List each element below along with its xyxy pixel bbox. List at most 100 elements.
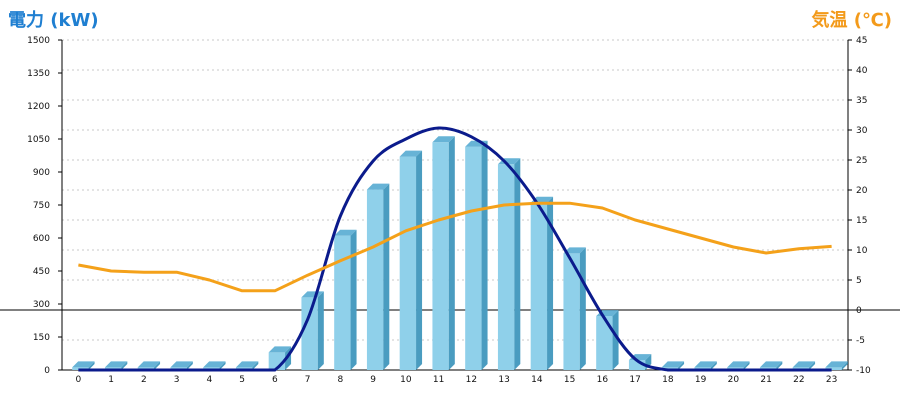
x-tick-label: 14 [531, 375, 543, 385]
right-tick-label: -5 [856, 336, 865, 346]
x-tick-label: 18 [662, 375, 674, 385]
x-tick-label: 3 [174, 375, 180, 385]
bar [825, 367, 842, 370]
bar-side [579, 247, 586, 370]
bar-top [203, 361, 226, 368]
right-tick-label: 10 [856, 246, 868, 256]
right-tick-label: -10 [856, 366, 871, 376]
bar-side [121, 361, 128, 370]
x-tick-label: 12 [466, 375, 477, 385]
bar-top [563, 247, 586, 254]
bar-side [743, 361, 750, 370]
x-tick-label: 21 [760, 375, 771, 385]
bar-side [678, 361, 685, 370]
bar-side [219, 361, 226, 370]
power-curve-line [78, 126, 832, 372]
left-tick-label: 450 [33, 267, 50, 277]
bar-top [366, 183, 390, 190]
left-tick-label: 150 [33, 333, 50, 343]
x-tick-label: 2 [141, 375, 147, 385]
bar-top [399, 150, 423, 157]
x-tick-label: 7 [305, 375, 311, 385]
bar-top [759, 361, 783, 368]
left-axis-title: 電力 (kW) [8, 10, 99, 31]
bar-side [809, 361, 816, 370]
x-tick-label: 4 [207, 375, 213, 385]
bar [628, 360, 646, 370]
x-tick-label: 19 [695, 375, 707, 385]
x-tick-label: 9 [370, 375, 376, 385]
bar-top [104, 361, 128, 368]
x-tick-label: 23 [826, 375, 837, 385]
bar [530, 202, 548, 370]
left-tick-label: 1500 [27, 36, 50, 46]
right-tick-label: 20 [856, 186, 868, 196]
bar [366, 189, 384, 370]
right-tick-label: 15 [856, 216, 867, 226]
right-tick-label: 0 [856, 306, 862, 316]
x-tick-label: 22 [793, 375, 804, 385]
x-tick-label: 11 [433, 375, 444, 385]
right-tick-label: 40 [856, 66, 868, 76]
x-tick-label: 20 [728, 375, 740, 385]
bar [432, 142, 449, 370]
bar-side [88, 361, 95, 370]
x-tick-label: 17 [629, 375, 640, 385]
x-tick-label: 1 [108, 375, 114, 385]
bar-top [825, 361, 848, 368]
bar-side [841, 361, 848, 370]
x-tick-label: 10 [400, 375, 412, 385]
bar-side [710, 361, 717, 370]
bar-side [481, 140, 488, 370]
x-tick-label: 15 [564, 375, 575, 385]
bar-side [252, 361, 259, 370]
bar [563, 253, 580, 370]
bar [596, 316, 613, 370]
right-tick-label: 5 [856, 276, 862, 286]
bar-side [154, 361, 161, 370]
bar-side [547, 196, 554, 370]
bar-side [612, 310, 619, 370]
x-tick-label: 5 [239, 375, 245, 385]
bar [399, 156, 417, 370]
bar-top [170, 361, 193, 368]
x-tick-label: 6 [272, 375, 278, 385]
left-tick-label: 300 [33, 300, 50, 310]
temperature-line [78, 201, 832, 293]
bar [301, 297, 318, 370]
right-tick-label: 35 [856, 96, 867, 106]
left-tick-label: 600 [33, 234, 50, 244]
bar-side [776, 361, 783, 370]
bar-top [72, 361, 95, 368]
right-tick-label: 25 [856, 156, 867, 166]
left-tick-label: 0 [44, 366, 50, 376]
bar-side [317, 291, 324, 370]
bar-side [416, 150, 423, 370]
left-tick-label: 1050 [27, 135, 50, 145]
right-tick-label: 30 [856, 126, 868, 136]
x-tick-label: 13 [498, 375, 509, 385]
bar-top [268, 346, 292, 353]
bar [334, 235, 351, 370]
bar-top [334, 229, 357, 236]
bar-top [661, 361, 685, 368]
bar-top [235, 361, 259, 368]
bar [497, 164, 515, 370]
x-tick-label: 0 [76, 375, 82, 385]
bar-top [727, 361, 750, 368]
bar-side [514, 158, 521, 370]
bar-top [137, 361, 161, 368]
right-tick-label: 45 [856, 36, 867, 46]
left-tick-label: 1350 [27, 69, 50, 79]
bar-side [448, 136, 455, 370]
bar-side [186, 361, 193, 370]
x-tick-label: 8 [338, 375, 344, 385]
bar-top [694, 361, 717, 368]
left-tick-label: 900 [33, 168, 50, 178]
left-tick-label: 750 [33, 201, 50, 211]
right-axis-title: 気温 (℃) [811, 10, 892, 31]
bar-side [350, 229, 357, 370]
x-tick-label: 16 [597, 375, 609, 385]
bar [465, 146, 482, 370]
